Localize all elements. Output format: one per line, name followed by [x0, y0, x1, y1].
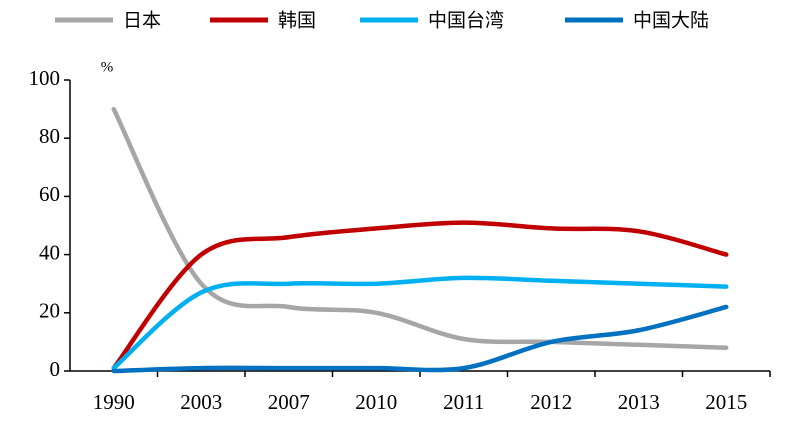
legend-label: 日本 — [123, 10, 161, 32]
legend-label: 中国台湾 — [428, 10, 504, 32]
x-tick-label: 2003 — [180, 390, 222, 414]
series-line — [111, 220, 729, 371]
y-tick-label: 100 — [29, 66, 61, 90]
legend-label: 韩国 — [278, 10, 316, 32]
y-tick-label: 60 — [39, 182, 60, 206]
x-tick-label: 2010 — [355, 390, 397, 414]
x-tick-label: 2011 — [443, 390, 484, 414]
series-line — [111, 106, 729, 350]
x-tick-label: 2007 — [268, 390, 310, 414]
unit-label: % — [101, 59, 114, 75]
series-line — [111, 275, 729, 371]
x-tick-label: 2012 — [530, 390, 572, 414]
x-tick-label: 2015 — [705, 390, 747, 414]
x-tick-label: 2013 — [618, 390, 660, 414]
legend-label: 中国大陆 — [633, 10, 709, 32]
y-tick-label: 80 — [39, 124, 60, 148]
y-tick-label: 40 — [39, 240, 60, 264]
y-tick-label: 0 — [50, 357, 61, 381]
series-line — [111, 304, 729, 374]
x-tick-label: 1990 — [93, 390, 135, 414]
y-tick-label: 20 — [39, 299, 60, 323]
